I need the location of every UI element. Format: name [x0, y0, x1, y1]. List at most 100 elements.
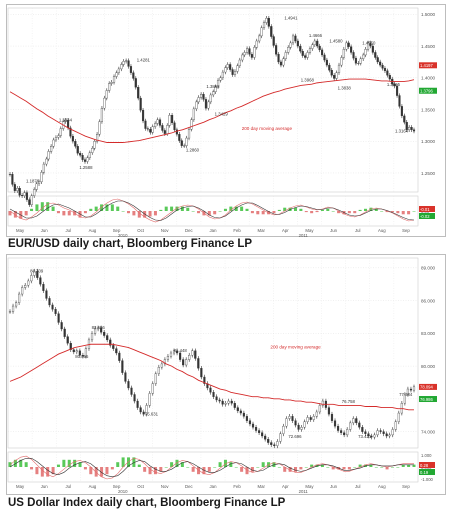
oscillator-bar — [299, 467, 303, 470]
eurusd-chart-caption: EUR/USD daily chart, Bloomberg Finance L… — [8, 238, 253, 250]
price-candle — [336, 425, 340, 431]
oscillator-bar — [127, 457, 131, 467]
price-candle — [333, 420, 337, 427]
price-candle — [188, 355, 191, 360]
oscillator-bar — [164, 206, 168, 211]
oscillator-bar — [40, 202, 44, 211]
price-candle — [187, 129, 191, 139]
price-candle — [236, 407, 239, 412]
x-tick-label: Jul — [355, 228, 361, 233]
price-candle — [28, 199, 31, 205]
price-candle — [260, 27, 263, 37]
oscillator-bar — [337, 211, 341, 214]
oscillator-bar — [170, 206, 174, 211]
x-year-label: 2010 — [118, 233, 128, 237]
price-candle — [241, 54, 244, 61]
oscillator-bar — [293, 207, 297, 211]
x-tick-label: Nov — [161, 484, 169, 489]
price-candle — [203, 376, 206, 384]
price-candle — [115, 72, 118, 77]
price-candle — [88, 152, 91, 158]
price-candle — [195, 101, 198, 110]
oscillator-bar — [40, 467, 44, 477]
price-candle — [144, 120, 147, 129]
oscillator-bar — [331, 211, 335, 212]
price-candle — [93, 141, 96, 149]
y-tick-label: 89.000 — [421, 266, 435, 271]
price-candle — [75, 350, 78, 353]
price-candle — [296, 40, 299, 47]
price-candle — [284, 52, 287, 59]
price-candle — [106, 335, 109, 341]
price-candle — [347, 42, 350, 47]
price-candle — [59, 128, 62, 136]
oscillator-bar — [83, 467, 87, 470]
price-candle — [306, 417, 309, 422]
price-candle — [112, 76, 116, 83]
x-tick-label: Apr — [282, 484, 289, 489]
price-candle — [313, 40, 316, 45]
x-tick-label: Aug — [89, 228, 97, 233]
oscillator-tag-label: 0.28 — [420, 463, 429, 468]
price-candle — [391, 429, 394, 436]
price-candle — [395, 85, 399, 96]
x-tick-label: Aug — [378, 484, 386, 489]
price-candle — [403, 115, 406, 123]
price-candle — [318, 45, 321, 51]
oscillator-bar — [385, 467, 389, 470]
oscillator-bar — [110, 204, 114, 211]
x-tick-label: Oct — [137, 228, 144, 233]
price-candle — [129, 66, 133, 73]
price-candle — [18, 188, 21, 196]
oscillator-bar — [401, 211, 405, 215]
price-candle — [394, 421, 397, 430]
y-tick-label: 1.4500 — [421, 44, 435, 49]
oscillator-bar — [256, 467, 260, 468]
price-candle — [315, 411, 318, 417]
y-tick-label: 1.3000 — [421, 139, 435, 144]
oscillator-bar — [412, 211, 416, 212]
price-candle — [358, 422, 361, 428]
oscillator-bar — [272, 211, 276, 214]
y-tick-label: 83.000 — [421, 331, 435, 336]
price-annotation: 1.4666 — [309, 33, 323, 38]
price-candle — [202, 94, 205, 100]
price-candle — [291, 416, 294, 421]
price-candle — [300, 427, 303, 430]
price-candle — [409, 388, 413, 391]
price-annotation: 77.384 — [399, 392, 413, 397]
price-candle — [175, 350, 179, 354]
oscillator-bar — [110, 467, 114, 470]
oscillator-bar — [137, 211, 141, 218]
oscillator-bar — [358, 209, 362, 211]
price-candle — [154, 123, 157, 127]
oscillator-bar — [390, 211, 394, 213]
price-candle — [212, 392, 215, 397]
price-candle — [47, 151, 50, 160]
price-candle — [308, 48, 312, 53]
x-year-label: 2011 — [299, 489, 309, 494]
price-candle — [251, 423, 255, 428]
price-candle — [185, 137, 188, 146]
price-candle — [23, 192, 26, 196]
price-candle — [63, 328, 66, 337]
x-tick-label: Sep — [402, 484, 410, 489]
price-candle — [86, 157, 89, 162]
price-tag — [419, 396, 437, 403]
price-candle — [245, 416, 249, 421]
price-candle — [50, 146, 53, 152]
price-tag-label: 78.094 — [420, 385, 433, 390]
price-candle — [294, 420, 297, 426]
oscillator-tag — [419, 462, 435, 468]
price-candle — [132, 72, 135, 79]
oscillator-bar — [137, 464, 141, 467]
price-annotation: 73.421 — [358, 434, 372, 439]
price-candle — [276, 441, 279, 446]
oscillator-bar — [94, 467, 98, 477]
price-candle — [282, 58, 285, 66]
price-candle — [97, 327, 100, 330]
eurusd-chart-panel: 1.5000 1.4500 1.4000 1.3500 1.3000 1.2500 May J… — [6, 4, 446, 238]
price-candle — [115, 348, 118, 354]
price-candle — [270, 26, 273, 37]
price-candle — [224, 67, 227, 73]
